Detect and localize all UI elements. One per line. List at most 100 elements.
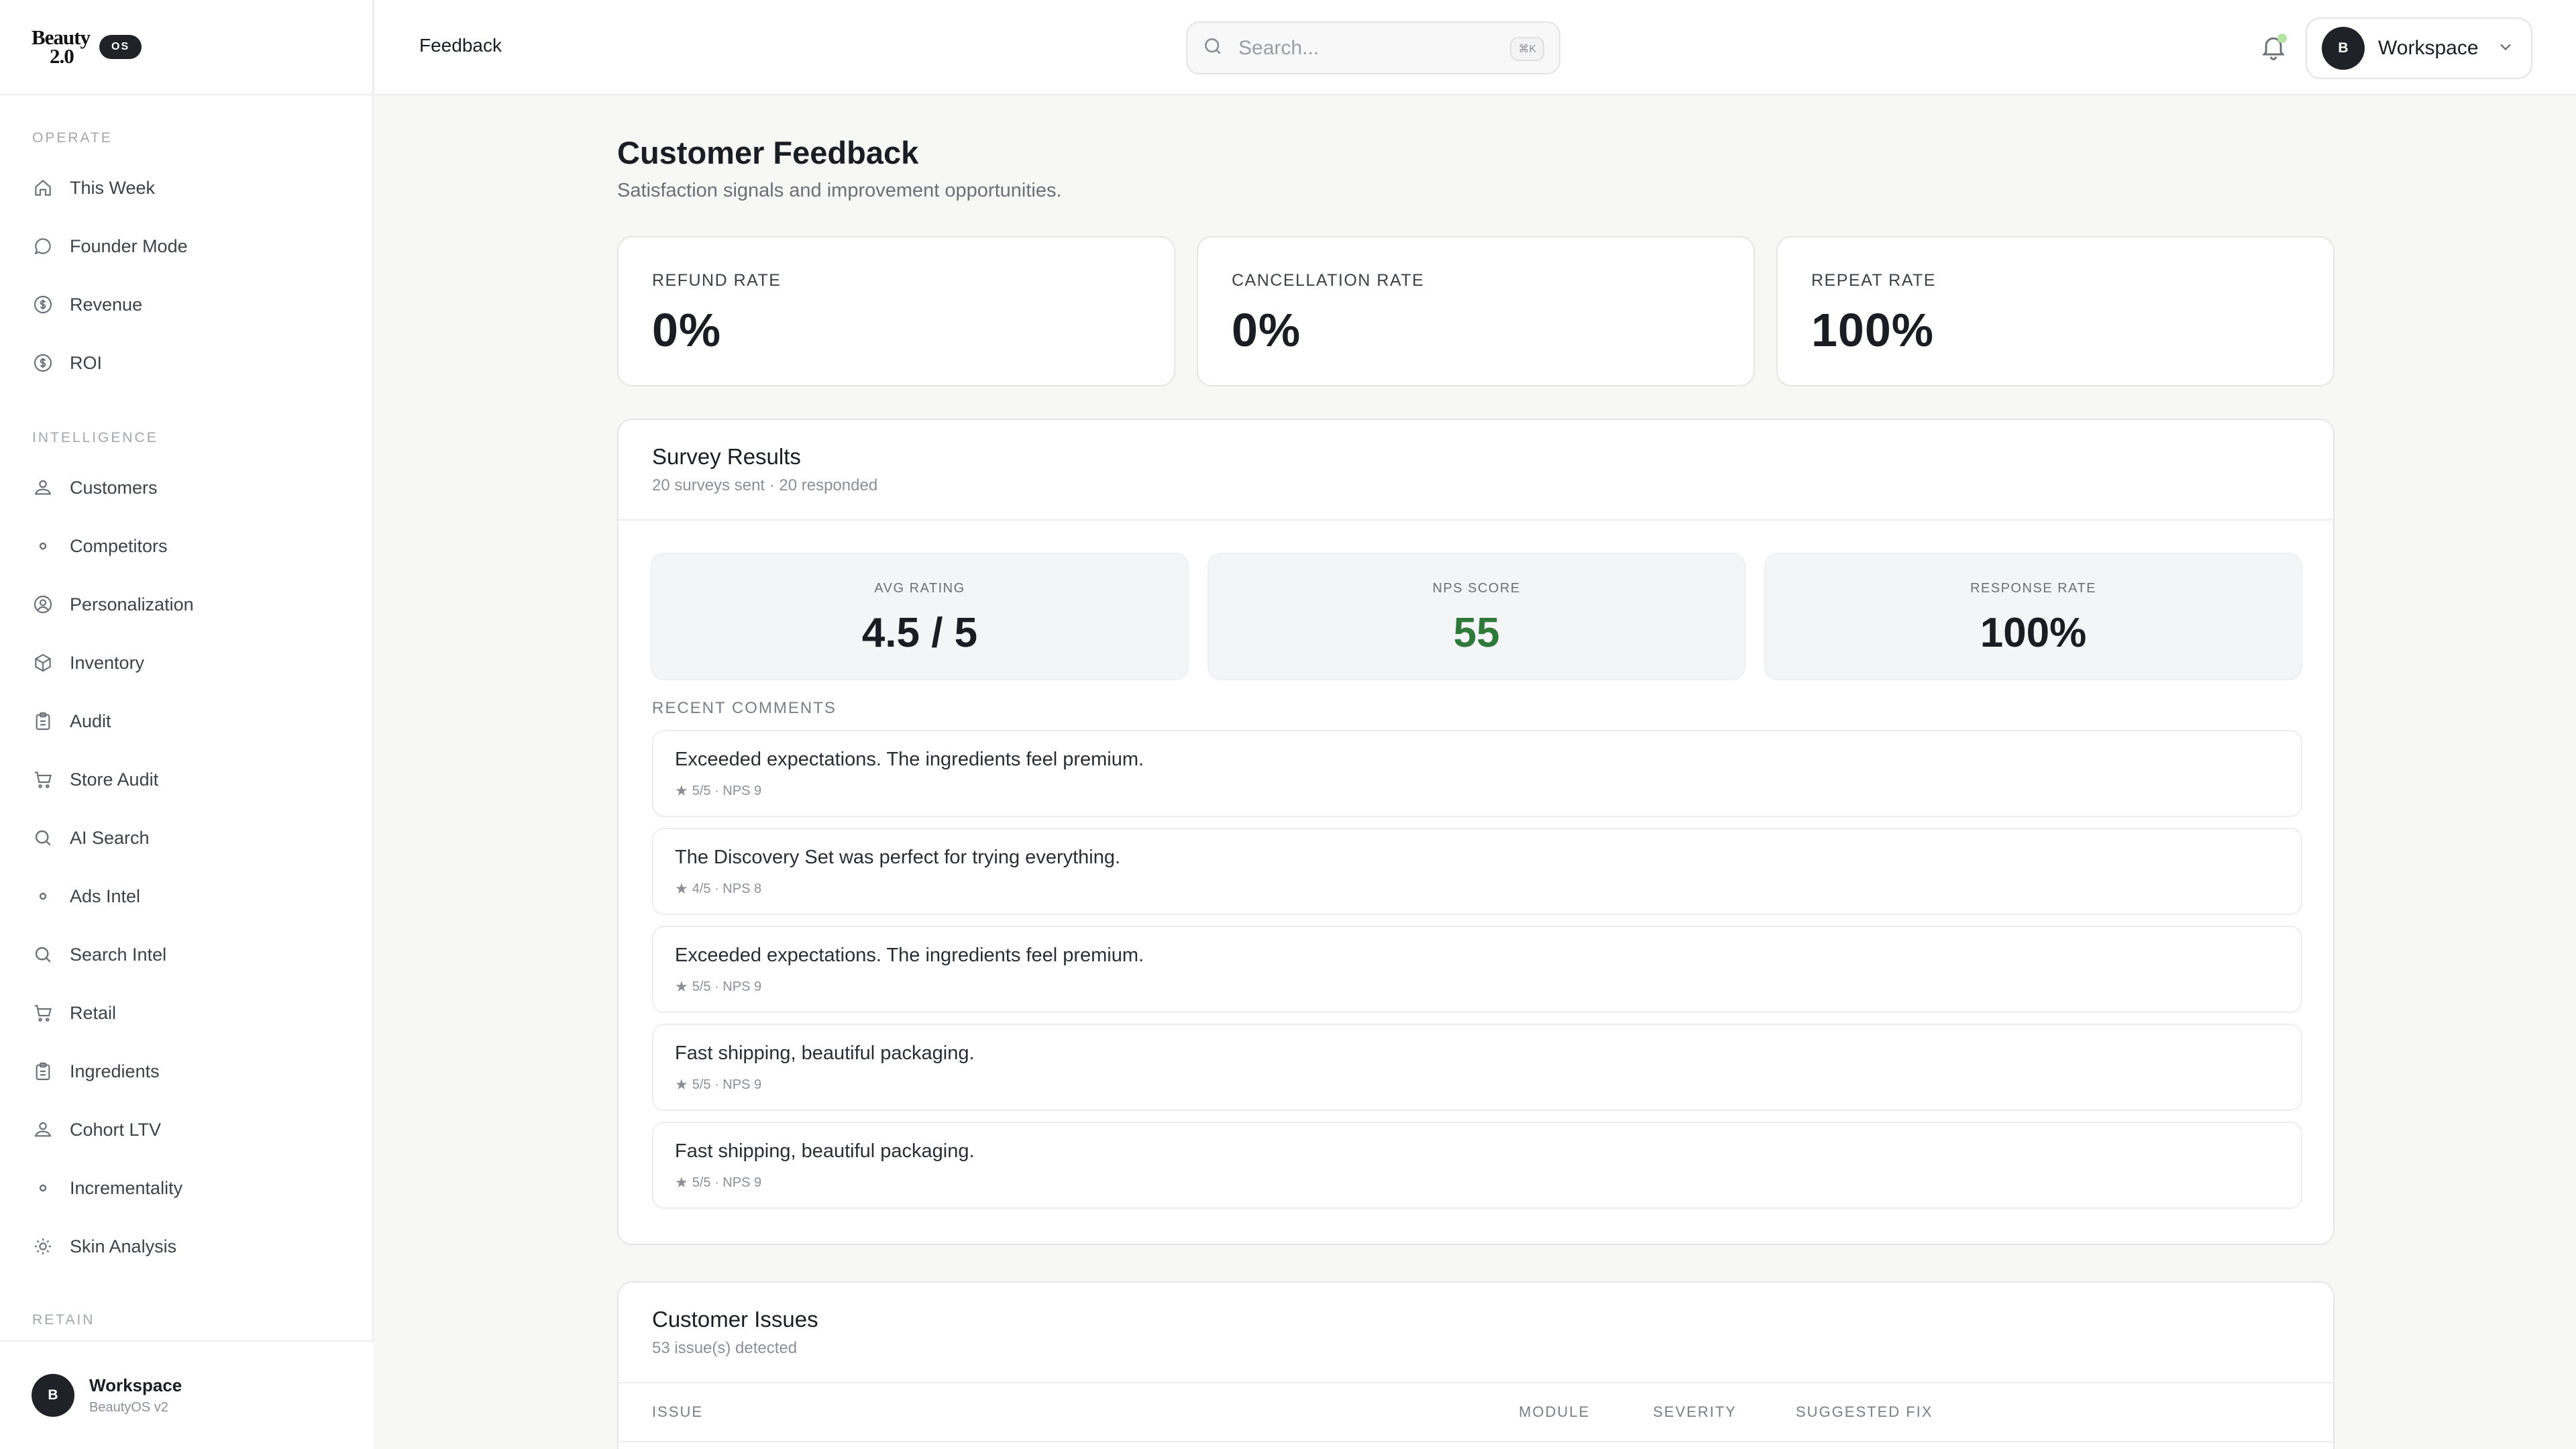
recent-comments-label: RECENT COMMENTS (652, 699, 837, 717)
sidebar-item-retail[interactable]: Retail (31, 993, 353, 1033)
sidebar-item-label: AI Search (70, 827, 150, 848)
sidebar-item-cohort-ltv[interactable]: Cohort LTV (31, 1110, 353, 1150)
comment-card: The Discovery Set was perfect for trying… (652, 828, 2302, 915)
sun-icon (31, 1234, 55, 1258)
sidebar-footer-account[interactable]: B Workspace BeautyOS v2 (0, 1340, 374, 1449)
sidebar-item-revenue[interactable]: Revenue (31, 284, 353, 325)
sidebar-item-label: Skin Analysis (70, 1236, 177, 1256)
users-icon (31, 476, 55, 500)
comment-rating: 5/5 · NPS 9 (692, 979, 762, 994)
comment-card: Fast shipping, beautiful packaging. ★ 5/5 … (652, 1024, 2302, 1111)
metric-label: RESPONSE RATE (1970, 581, 2097, 596)
stat-label: CANCELLATION RATE (1232, 271, 1425, 290)
dot-icon (31, 1176, 55, 1200)
sidebar-item-skin-analysis[interactable]: Skin Analysis (31, 1226, 353, 1267)
footer-version: BeautyOS v2 (89, 1400, 168, 1415)
sidebar-item-ads-intel[interactable]: Ads Intel (31, 876, 353, 916)
sidebar-item-roi[interactable]: ROI (31, 343, 353, 383)
footer-workspace-name: Workspace (89, 1375, 182, 1395)
dollar-circle-icon (31, 351, 55, 375)
brand-logo-line2: 2.0 (50, 44, 74, 68)
stat-card-refund-rate: REFUND RATE 0% (617, 236, 1175, 386)
sidebar-item-search-intel[interactable]: Search Intel (31, 934, 353, 975)
column-header-suggested-fix[interactable]: SUGGESTED FIX (1796, 1403, 1933, 1420)
page-subtitle: Satisfaction signals and improvement opp… (617, 180, 1062, 201)
cart-icon (31, 767, 55, 792)
search-input[interactable]: Search... ⌘K (1186, 21, 1560, 74)
sidebar-item-audit[interactable]: Audit (31, 701, 353, 741)
stat-value: 0% (1232, 304, 1301, 356)
workspace-avatar: B (2322, 27, 2365, 70)
chevron-down-icon (2496, 38, 2515, 60)
metric-nps-score: NPS SCORE 55 (1208, 553, 1746, 680)
clipboard-icon (31, 709, 55, 733)
metric-avg-rating: AVG RATING 4.5 / 5 (651, 553, 1189, 680)
sidebar-item-label: Founder Mode (70, 235, 188, 256)
column-header-severity[interactable]: SEVERITY (1653, 1403, 1737, 1420)
home-icon (31, 176, 55, 200)
page-title: Customer Feedback (617, 135, 919, 170)
brand[interactable]: Beauty 2.0 OS (0, 0, 372, 95)
sidebar-item-ingredients[interactable]: Ingredients (31, 1051, 353, 1091)
metric-label: AVG RATING (874, 581, 965, 596)
brand-logo: Beauty 2.0 (32, 25, 91, 68)
sidebar-item-customers[interactable]: Customers (31, 468, 353, 508)
stat-card-repeat-rate: REPEAT RATE 100% (1776, 236, 2334, 386)
comment-rating: 5/5 · NPS 9 (692, 1077, 762, 1092)
workspace-switcher[interactable]: B Workspace (2306, 17, 2532, 79)
sidebar-item-personalization[interactable]: Personalization (31, 584, 353, 625)
sidebar-item-founder-mode[interactable]: Founder Mode (31, 226, 353, 266)
comment-card: Exceeded expectations. The ingredients f… (652, 730, 2302, 817)
stat-card-cancellation-rate: CANCELLATION RATE 0% (1197, 236, 1755, 386)
search-shortcut-hint: ⌘K (1510, 37, 1544, 61)
sidebar-item-label: Competitors (70, 535, 168, 556)
comment-meta: ★ 5/5 · NPS 9 (675, 1174, 761, 1191)
cart-icon (31, 1001, 55, 1025)
top-bar: Feedback Search... ⌘K B Workspace (375, 0, 2576, 95)
sidebar-item-store-audit[interactable]: Store Audit (31, 759, 353, 800)
column-header-module[interactable]: MODULE (1519, 1403, 1591, 1420)
comment-rating: 5/5 · NPS 9 (692, 783, 762, 798)
sidebar-item-label: ROI (70, 352, 103, 373)
sidebar-item-label: Ads Intel (70, 885, 141, 906)
sidebar-item-label: Personalization (70, 594, 194, 614)
comment-rating: 5/5 · NPS 9 (692, 1175, 762, 1190)
page-breadcrumb: Feedback (419, 35, 502, 56)
column-header-issue[interactable]: ISSUE (652, 1403, 704, 1420)
search-placeholder: Search... (1238, 36, 1320, 59)
metric-response-rate: RESPONSE RATE 100% (1764, 553, 2302, 680)
sidebar-item-incrementality[interactable]: Incrementality (31, 1168, 353, 1208)
panel-subtitle: 53 issue(s) detected (652, 1339, 798, 1357)
avatar: B (32, 1374, 74, 1417)
sidebar-item-competitors[interactable]: Competitors (31, 526, 353, 566)
panel-title: Survey Results (652, 444, 801, 469)
stat-label: REPEAT RATE (1811, 271, 1936, 290)
stat-value: 0% (652, 304, 722, 356)
sidebar-item-label: Retail (70, 1002, 117, 1023)
brand-logo-line1: Beauty (32, 25, 91, 49)
sidebar-item-ai-search[interactable]: AI Search (31, 818, 353, 858)
workspace-label: Workspace (2378, 37, 2479, 59)
section-label-operate: OPERATE (32, 130, 113, 146)
comment-text: Fast shipping, beautiful packaging. (675, 1042, 975, 1064)
customer-issues-panel: Customer Issues 53 issue(s) detected ISS… (617, 1281, 2334, 1449)
os-badge: OS (99, 35, 142, 59)
sidebar-item-label: Search Intel (70, 944, 167, 965)
sidebar-item-this-week[interactable]: This Week (31, 168, 353, 208)
user-circle-icon (31, 592, 55, 616)
metric-value: 4.5 / 5 (861, 610, 978, 656)
sidebar-item-label: Cohort LTV (70, 1119, 162, 1140)
dollar-circle-icon (31, 292, 55, 317)
metric-value: 55 (1453, 610, 1500, 656)
section-label-intelligence: INTELLIGENCE (32, 430, 158, 445)
stat-value: 100% (1811, 304, 1935, 356)
star-icon: ★ (675, 1174, 688, 1191)
stat-label: REFUND RATE (652, 271, 782, 290)
comment-meta: ★ 5/5 · NPS 9 (675, 1076, 761, 1093)
sidebar-item-inventory[interactable]: Inventory (31, 643, 353, 683)
star-icon: ★ (675, 978, 688, 995)
sidebar-item-label: Customers (70, 477, 158, 498)
notifications-bell-icon[interactable] (2259, 32, 2288, 62)
sidebar: Beauty 2.0 OS OPERATE INTELLIGENCE RETAI… (0, 0, 374, 1449)
comment-meta: ★ 5/5 · NPS 9 (675, 978, 761, 996)
